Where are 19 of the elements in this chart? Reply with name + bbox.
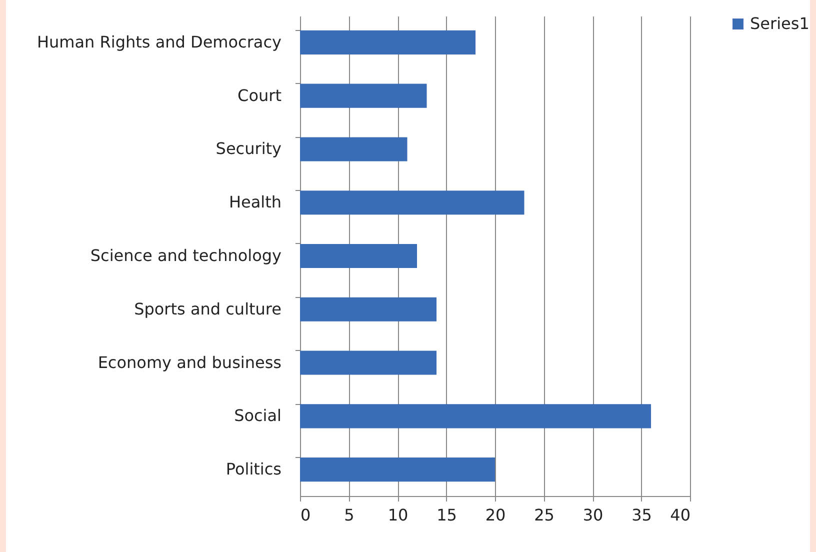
x-tick-label: 5 <box>344 506 354 524</box>
y-tick-label: Sports and culture <box>134 299 282 318</box>
x-tick-label: 0 <box>300 506 311 524</box>
y-tick-label: Human Rights and Democracy <box>36 32 282 52</box>
x-tick-label: 40 <box>670 506 690 524</box>
y-tick-label: Court <box>238 86 282 105</box>
x-tick-label: 15 <box>436 506 457 524</box>
y-tick-label: Security <box>216 139 282 158</box>
x-tick-label: 10 <box>388 506 408 524</box>
y-tick-label: Economy and business <box>98 352 282 372</box>
x-tick-label: 30 <box>582 506 604 524</box>
x-tick-label: 20 <box>485 506 506 524</box>
y-tick-label: Health <box>228 192 282 212</box>
x-tick-label: 35 <box>632 506 652 524</box>
y-tick-label: Politics <box>226 460 282 479</box>
legend-label: Series1 <box>750 14 810 33</box>
y-tick-label: Social <box>234 406 282 426</box>
y-tick-label: Science and technology <box>90 246 282 265</box>
x-tick-label: 25 <box>534 506 554 524</box>
